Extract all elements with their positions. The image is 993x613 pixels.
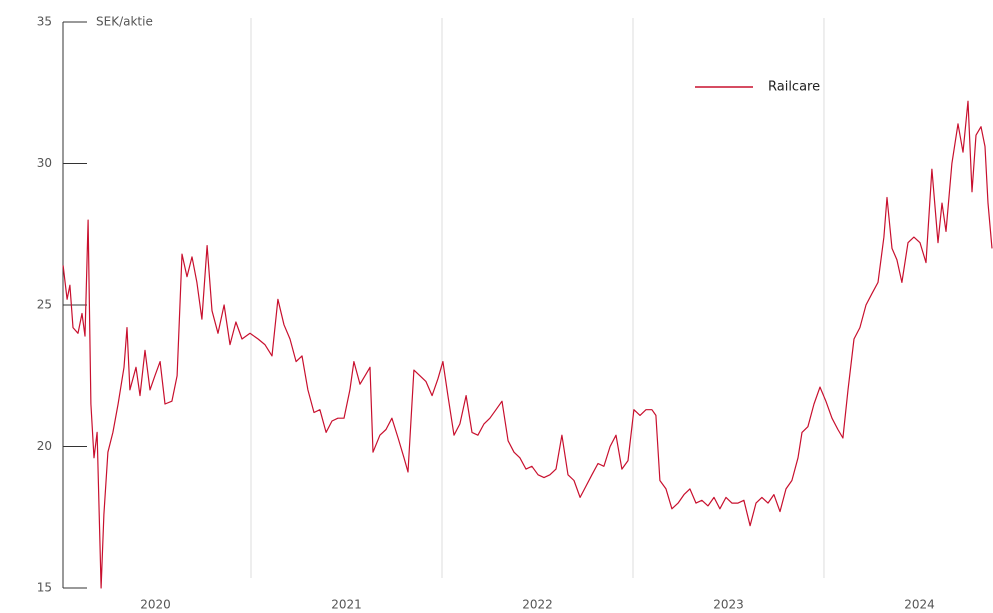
y-tick-label: 15	[37, 581, 52, 595]
y-tick-label: 30	[37, 156, 52, 170]
x-tick-label: 2023	[713, 598, 744, 612]
y-tick-label: 35	[37, 15, 52, 29]
y-tick-label: 25	[37, 298, 52, 312]
price-line	[62, 100, 993, 589]
x-tick-label: 2022	[522, 598, 553, 612]
x-tick-label: 2020	[140, 598, 171, 612]
x-tick-label: 2024	[904, 598, 935, 612]
y-axis-label: SEK/aktie	[96, 15, 153, 29]
legend-label: Railcare	[768, 80, 820, 95]
x-tick-label: 2021	[331, 598, 362, 612]
y-tick-label: 20	[37, 439, 52, 453]
